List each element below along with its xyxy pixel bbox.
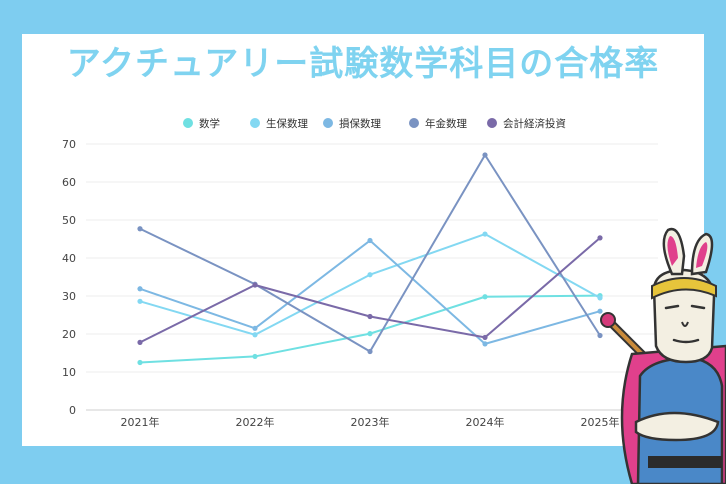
legend-label: 数学 xyxy=(199,117,220,130)
data-point[interactable] xyxy=(367,313,373,320)
data-point[interactable] xyxy=(482,334,488,341)
data-point[interactable] xyxy=(597,295,603,301)
y-tick-label: 50 xyxy=(62,214,76,227)
x-tick-label: 2022年 xyxy=(236,415,275,429)
y-tick-label: 40 xyxy=(62,252,76,265)
legend-label: 年金数理 xyxy=(425,117,467,130)
data-point[interactable] xyxy=(137,226,143,232)
legend-label: 生保数理 xyxy=(266,117,308,130)
data-point[interactable] xyxy=(137,339,143,345)
y-tick-label: 20 xyxy=(62,328,76,341)
rabbit-knight-mascot-image xyxy=(600,227,726,484)
y-tick-label: 60 xyxy=(62,176,76,189)
data-point[interactable] xyxy=(137,286,143,292)
legend-marker xyxy=(250,118,260,128)
legend-marker xyxy=(409,118,419,128)
y-tick-label: 70 xyxy=(62,138,76,151)
data-point[interactable] xyxy=(252,325,258,331)
data-point[interactable] xyxy=(252,332,258,338)
data-point[interactable] xyxy=(137,359,143,366)
chart-title: アクチュアリー試験数学科目の合格率 xyxy=(66,44,660,84)
data-point[interactable] xyxy=(482,341,488,347)
data-point[interactable] xyxy=(482,294,488,300)
data-point[interactable] xyxy=(482,152,488,158)
legend-marker xyxy=(487,118,497,128)
legend-marker xyxy=(183,118,193,128)
legend-marker xyxy=(323,118,333,128)
data-point[interactable] xyxy=(367,348,373,355)
data-point[interactable] xyxy=(252,353,258,360)
y-tick-label: 30 xyxy=(62,290,76,303)
data-point[interactable] xyxy=(367,272,373,278)
x-tick-label: 2023年 xyxy=(351,415,390,429)
legend-label: 会計経済投資 xyxy=(503,117,566,130)
y-tick-label: 10 xyxy=(62,366,76,379)
data-point[interactable] xyxy=(597,308,603,314)
data-point[interactable] xyxy=(597,235,603,241)
series-line xyxy=(139,239,601,345)
x-tick-label: 2025年 xyxy=(581,415,620,429)
data-point[interactable] xyxy=(482,231,488,237)
chart-panel: アクチュアリー試験数学科目の合格率 0 10 20 30 40 50 60 70 2021年 20… xyxy=(22,34,704,446)
series-line xyxy=(139,237,601,344)
data-point[interactable] xyxy=(597,332,603,339)
x-tick-label: 2021年 xyxy=(121,415,160,429)
data-point[interactable] xyxy=(137,298,143,304)
series-line xyxy=(139,233,601,336)
data-point[interactable] xyxy=(367,331,373,337)
legend-label: 損保数理 xyxy=(339,117,381,130)
x-tick-label: 2024年 xyxy=(466,415,505,429)
data-point[interactable] xyxy=(252,282,258,288)
line-chart: 0 10 20 30 40 50 60 70 2021年 2022年 2023年 2024年 2025年… xyxy=(62,117,658,429)
data-point[interactable] xyxy=(367,237,373,244)
y-tick-label: 0 xyxy=(69,404,76,417)
